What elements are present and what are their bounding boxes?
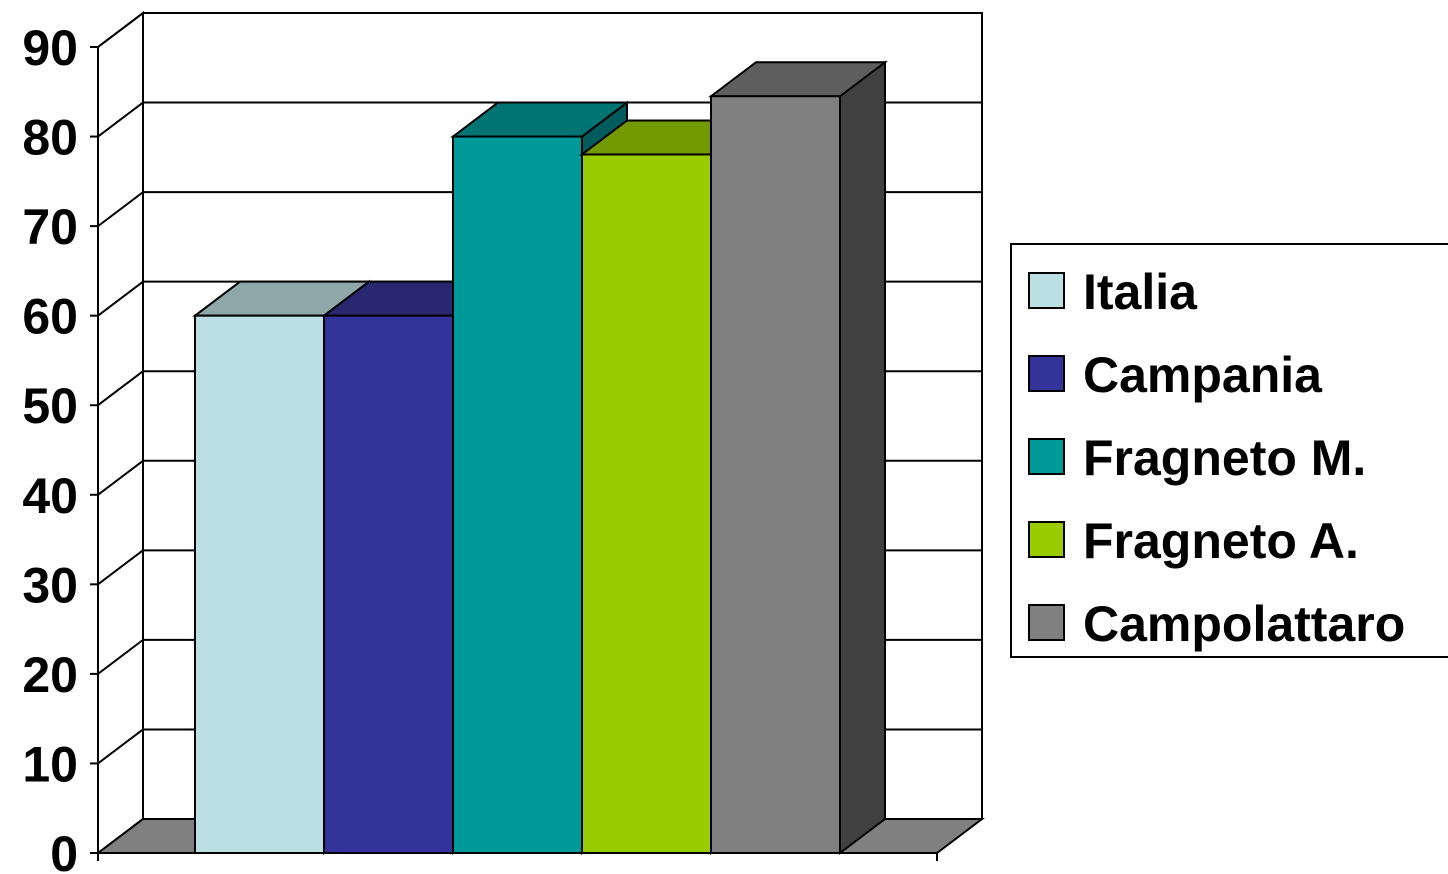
legend-swatch	[1028, 355, 1065, 392]
bar-front	[452, 135, 583, 855]
gridline-side	[97, 280, 144, 317]
legend-label: Campolattaro	[1083, 596, 1405, 652]
legend-swatch	[1028, 438, 1065, 475]
bars	[192, 60, 888, 856]
gridline-side	[97, 549, 144, 586]
bar-campolattaro	[708, 60, 888, 856]
gridline-side	[97, 101, 144, 138]
bar-front	[323, 314, 454, 854]
legend-label: Italia	[1083, 264, 1198, 320]
y-tick-label: 20	[22, 647, 78, 703]
gridline-side	[97, 370, 144, 407]
y-axis: 0 10 20 30 40 50 60 70 80 90	[22, 20, 938, 874]
y-tick-label: 50	[22, 378, 78, 434]
y-tick-label: 30	[22, 557, 78, 613]
bar-front	[710, 95, 841, 854]
side-wall	[97, 10, 144, 856]
legend-swatch	[1028, 521, 1065, 558]
y-tick-label: 10	[22, 736, 78, 792]
legend-item: Campolattaro	[1028, 596, 1405, 652]
gridline-side	[97, 12, 144, 48]
gridline-side	[97, 728, 144, 765]
y-tick-label: 0	[50, 826, 78, 874]
legend-swatch	[1028, 604, 1065, 641]
y-tick-label: 40	[22, 468, 78, 524]
y-tick-label: 80	[22, 110, 78, 166]
bar-side	[839, 60, 886, 856]
legend-item: Fragneto M.	[1028, 430, 1366, 486]
legend-item: Fragneto A.	[1028, 513, 1359, 569]
legend-item: Italia	[1028, 264, 1198, 320]
legend-swatch	[1028, 272, 1065, 309]
legend-label: Campania	[1083, 347, 1323, 403]
gridline-side	[97, 191, 144, 227]
bar-front	[194, 314, 325, 854]
legend-label: Fragneto A.	[1083, 513, 1359, 569]
y-tick-label: 70	[22, 199, 78, 255]
y-tick-label: 90	[22, 20, 78, 76]
bar-front	[581, 153, 712, 854]
gridline-side	[97, 639, 144, 675]
legend: Italia Campania Fragneto M. Fragneto A. Camp…	[1010, 243, 1448, 658]
gridline-side	[97, 459, 144, 496]
legend-label: Fragneto M.	[1083, 430, 1366, 486]
legend-box	[1010, 243, 1448, 658]
y-tick-label: 60	[22, 289, 78, 345]
legend-item: Campania	[1028, 347, 1323, 403]
